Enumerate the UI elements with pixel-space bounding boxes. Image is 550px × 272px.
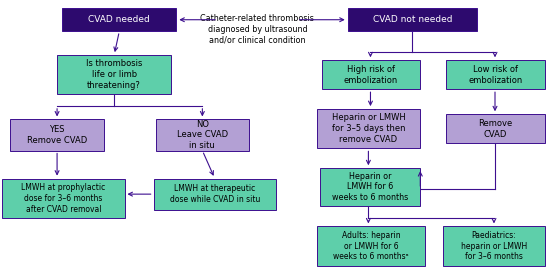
FancyBboxPatch shape — [10, 119, 104, 150]
Text: LMWH at prophylactic
dose for 3–6 months
after CVAD removal: LMWH at prophylactic dose for 3–6 months… — [21, 183, 106, 214]
Text: Paediatrics:
heparin or LMWH
for 3–6 months: Paediatrics: heparin or LMWH for 3–6 mon… — [461, 231, 527, 261]
Text: Low risk of
embolization: Low risk of embolization — [469, 65, 522, 85]
Text: Catheter-related thrombosis
diagnosed by ultrasound
and/or clinical condition: Catheter-related thrombosis diagnosed by… — [200, 14, 314, 44]
Text: High risk of
embolization: High risk of embolization — [344, 65, 398, 85]
FancyBboxPatch shape — [62, 8, 177, 31]
Text: Adults: heparin
or LMWH for 6
weeks to 6 monthsᵃ: Adults: heparin or LMWH for 6 weeks to 6… — [333, 231, 409, 261]
Text: Remove
CVAD: Remove CVAD — [478, 119, 513, 139]
FancyBboxPatch shape — [316, 109, 420, 149]
Text: CVAD needed: CVAD needed — [89, 15, 150, 24]
Text: YES
Remove CVAD: YES Remove CVAD — [27, 125, 87, 145]
Text: Is thrombosis
life or limb
threatening?: Is thrombosis life or limb threatening? — [86, 60, 142, 90]
FancyBboxPatch shape — [316, 226, 426, 266]
FancyBboxPatch shape — [348, 8, 477, 31]
FancyBboxPatch shape — [2, 178, 124, 218]
FancyBboxPatch shape — [443, 226, 545, 266]
FancyBboxPatch shape — [446, 60, 545, 89]
Text: LMWH at therapeutic
dose while CVAD in situ: LMWH at therapeutic dose while CVAD in s… — [169, 184, 260, 204]
FancyBboxPatch shape — [57, 55, 171, 94]
FancyBboxPatch shape — [320, 168, 420, 206]
Text: NO
Leave CVAD
in situ: NO Leave CVAD in situ — [177, 120, 228, 150]
FancyBboxPatch shape — [446, 114, 545, 143]
Text: CVAD not needed: CVAD not needed — [373, 15, 452, 24]
FancyBboxPatch shape — [153, 178, 276, 210]
FancyBboxPatch shape — [322, 60, 420, 89]
Text: Heparin or LMWH
for 3–5 days then
remove CVAD: Heparin or LMWH for 3–5 days then remove… — [332, 113, 405, 144]
FancyBboxPatch shape — [156, 119, 249, 150]
Text: Heparin or
LMWH for 6
weeks to 6 months: Heparin or LMWH for 6 weeks to 6 months — [332, 172, 408, 202]
